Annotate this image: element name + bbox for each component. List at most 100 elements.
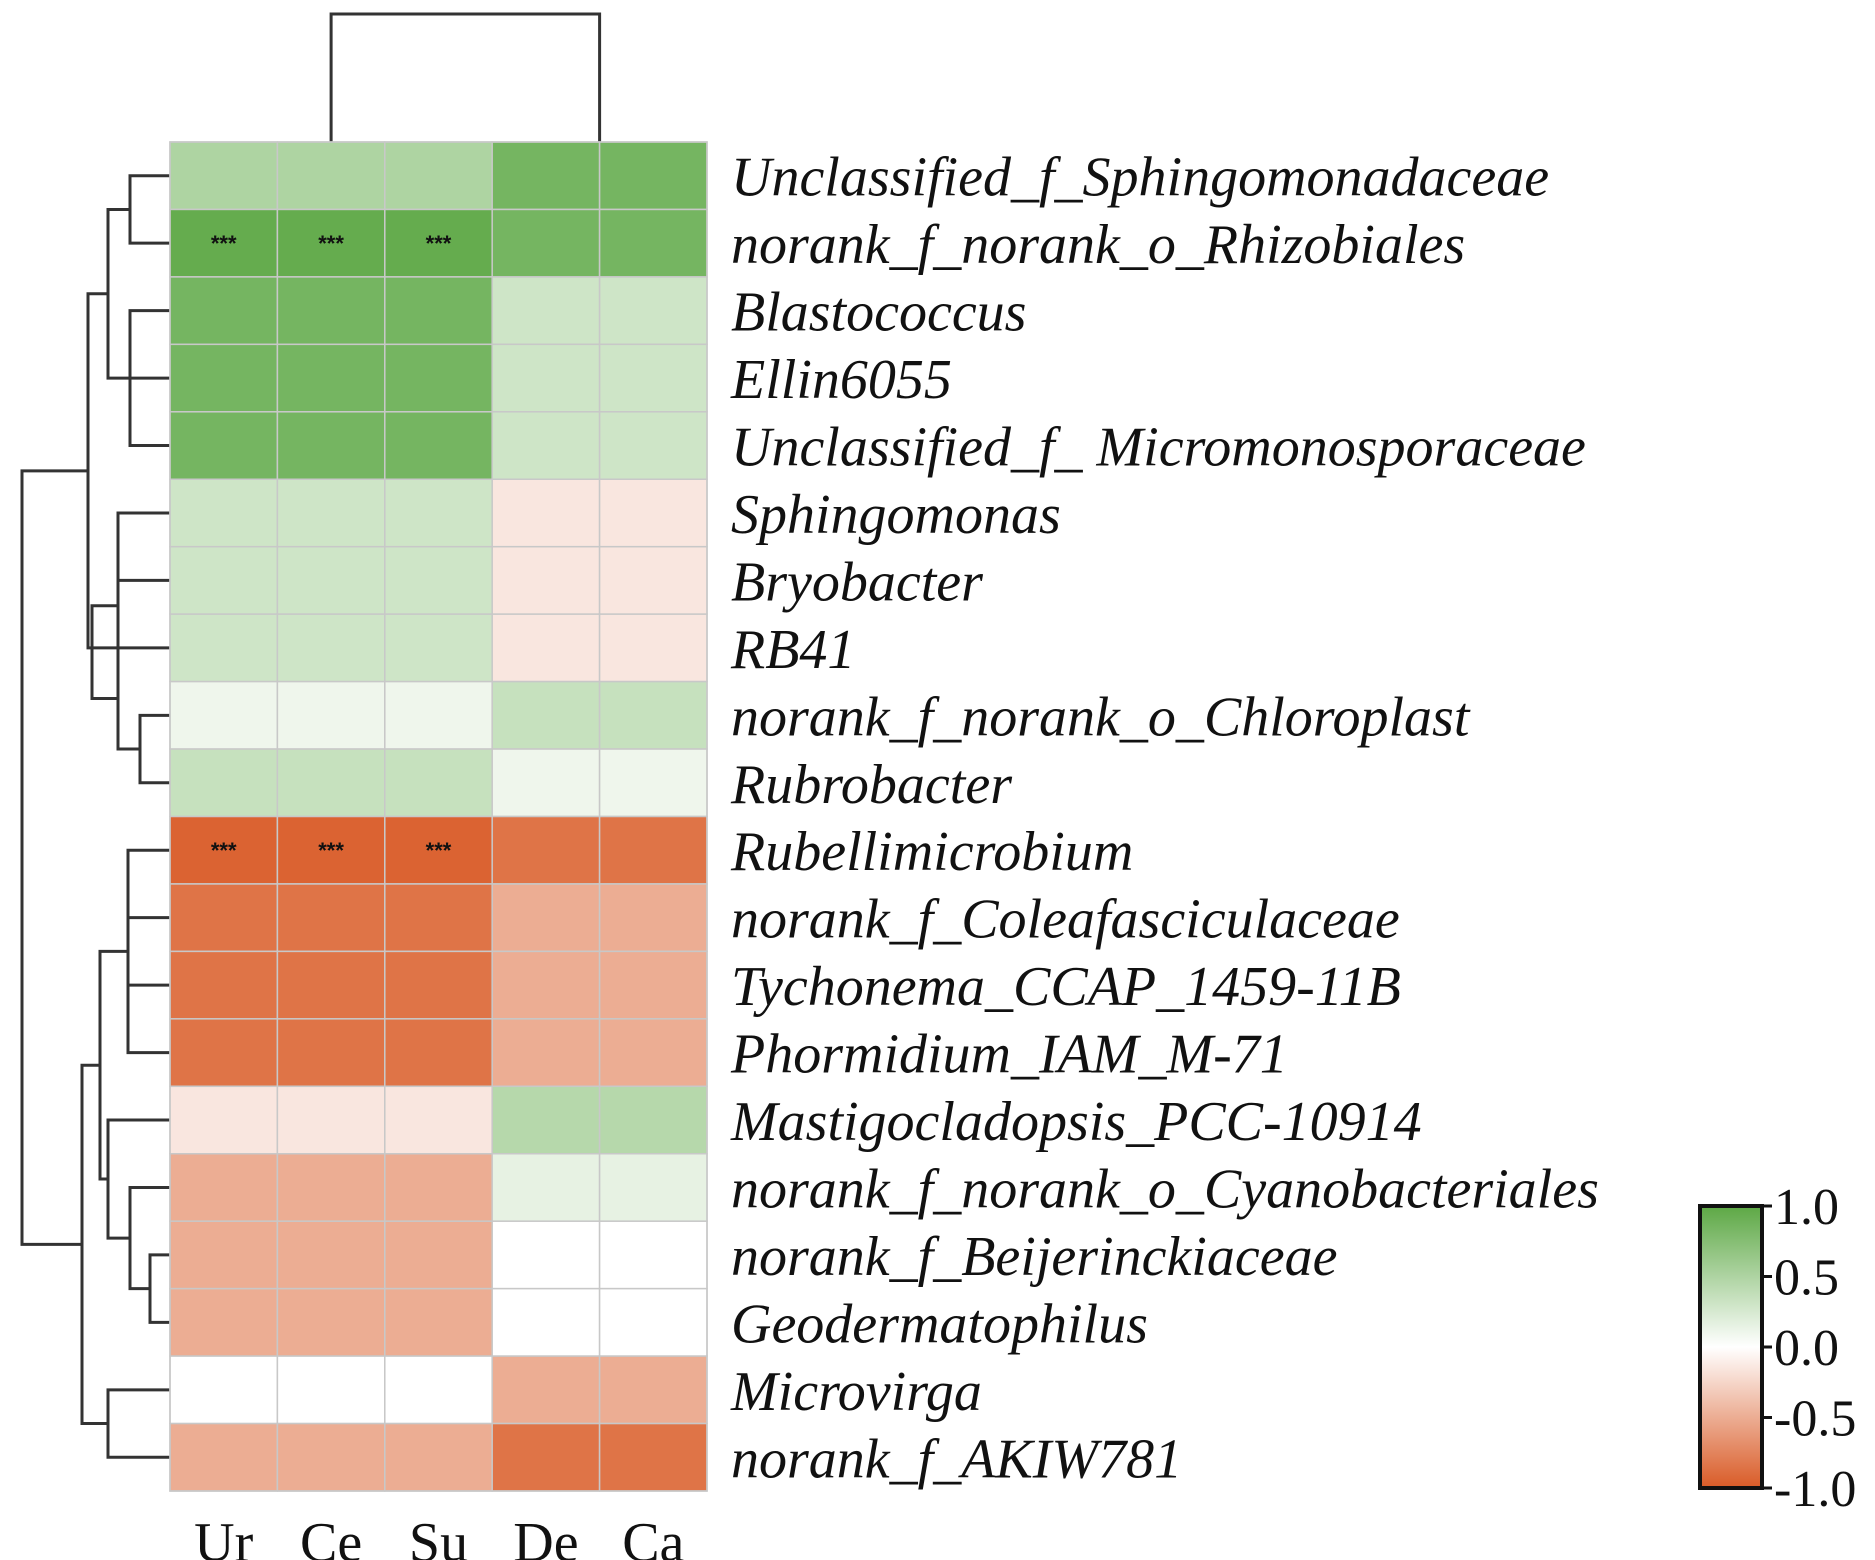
- heatmap-cell: [384, 680, 493, 750]
- heatmap-cell: [384, 478, 493, 548]
- row-dendrogram-branch: [138, 713, 170, 785]
- heatmap-cell: [384, 613, 493, 683]
- heatmap-cell: [276, 883, 386, 953]
- row-dendrogram-branch: [148, 1253, 170, 1324]
- row-dendrogram-branch: [106, 1118, 170, 1240]
- row-dendrogram-branch: [128, 174, 170, 245]
- heatmap-cell: [276, 1085, 386, 1155]
- heatmap-cell: [276, 815, 386, 885]
- row-label: norank_f_norank_o_Cyanobacteriales: [731, 1158, 1599, 1220]
- heatmap-cell: [491, 883, 601, 953]
- row-label: Microvirga: [730, 1361, 982, 1423]
- heatmap-cell: [384, 1422, 493, 1492]
- heatmap-cell: [491, 1018, 601, 1088]
- heatmap-cell: [598, 276, 708, 346]
- heatmap-cell: [491, 1287, 601, 1357]
- column-label: De: [513, 1512, 578, 1560]
- heatmap-cell: [598, 1085, 708, 1155]
- heatmap-cell: [491, 411, 601, 480]
- heatmap-cell: [169, 545, 279, 615]
- heatmap-cells: [169, 141, 708, 1492]
- heatmap-cell: [276, 1422, 386, 1492]
- colorbar-tick-label: -0.5: [1774, 1391, 1856, 1448]
- heatmap-cell: [491, 680, 601, 750]
- heatmap-cell: [276, 478, 386, 548]
- heatmap-cell: [598, 950, 708, 1020]
- heatmap-cell: [598, 680, 708, 750]
- heatmap-cell: [276, 1018, 386, 1088]
- heatmap-cell: [169, 1153, 279, 1222]
- row-label: Unclassified_f_Sphingomonadaceae: [731, 147, 1549, 209]
- column-label: Su: [409, 1512, 468, 1560]
- heatmap-cell: [276, 276, 386, 346]
- heatmap-cell: [276, 613, 386, 683]
- heatmap-cell: [491, 343, 601, 413]
- row-label: norank_f_norank_o_Rhizobiales: [731, 214, 1465, 276]
- colorbar-gradient: [1698, 1204, 1764, 1490]
- heatmap-cell: [169, 141, 279, 211]
- row-label: Geodermatophilus: [731, 1293, 1148, 1355]
- heatmap-cell: [169, 1422, 279, 1492]
- heatmap-cell: [384, 1220, 493, 1290]
- row-dendrogram-branch: [90, 604, 118, 700]
- column-dendrogram-branch: [329, 12, 602, 142]
- heatmap-cell: [169, 343, 279, 413]
- heatmap-cell: [491, 1085, 601, 1155]
- row-label: norank_f_Beijerinckiaceae: [731, 1226, 1337, 1288]
- heatmap-cell: [384, 1153, 493, 1222]
- heatmap-cell: [384, 343, 493, 413]
- heatmap-cell: [598, 1153, 708, 1222]
- heatmap-cell: [598, 208, 708, 278]
- colorbar-tick-label: 1.0: [1774, 1179, 1839, 1236]
- colorbar-tick-label: -1.0: [1774, 1461, 1856, 1518]
- row-label: norank_f_Coleafasciculaceae: [731, 889, 1400, 951]
- row-label: Blastococcus: [731, 282, 1026, 344]
- row-label: RB41: [730, 619, 855, 681]
- column-labels: Ur Ce Su De Ca: [194, 1512, 684, 1560]
- heatmap-cell: [491, 478, 601, 548]
- heatmap-cell: [169, 1085, 279, 1155]
- heatmap-cell: [598, 1422, 708, 1492]
- row-dendrogram-branch: [20, 469, 88, 1246]
- heatmap-cell: [169, 613, 279, 683]
- row-label: Ellin6055: [730, 349, 952, 411]
- heatmap-cell: [169, 478, 279, 548]
- heatmap-cell: [598, 411, 708, 480]
- heatmap-cell: [598, 883, 708, 953]
- heatmap-cell: [276, 411, 386, 480]
- row-label: Rubrobacter: [730, 754, 1012, 816]
- significance-mark: ***: [211, 231, 237, 256]
- row-label: Tychonema_CCAP_1459-11B: [731, 956, 1401, 1018]
- heatmap-cell: [598, 1018, 708, 1088]
- heatmap-cell: [598, 815, 708, 885]
- heatmap-cell: [598, 1220, 708, 1290]
- heatmap-cell: [276, 680, 386, 750]
- row-label: Unclassified_f_ Micromonosporaceae: [731, 417, 1586, 479]
- heatmap-cell: [384, 748, 493, 818]
- row-label: Sphingomonas: [731, 484, 1061, 546]
- column-label: Ur: [194, 1512, 253, 1560]
- heatmap-cell: [598, 141, 708, 211]
- heatmap-cell: [384, 411, 493, 480]
- column-label: Ca: [622, 1512, 684, 1560]
- heatmap-cell: [491, 545, 601, 615]
- heatmap-cell: [491, 276, 601, 346]
- row-label: norank_f_norank_o_Chloroplast: [731, 686, 1471, 748]
- heatmap-cell: [598, 613, 708, 683]
- row-label: Bryobacter: [731, 551, 983, 613]
- significance-marks: *** *** *** *** *** ***: [211, 231, 452, 863]
- heatmap-border: [169, 141, 708, 1492]
- heatmap-cell: [491, 141, 601, 211]
- heatmap-cell: [491, 1220, 601, 1290]
- heatmap-cell: [491, 1422, 601, 1492]
- heatmap-cell: [491, 950, 601, 1020]
- column-label: Ce: [300, 1512, 362, 1560]
- colorbar-tick-label: 0.5: [1774, 1250, 1839, 1307]
- heatmap-cell: [384, 950, 493, 1020]
- heatmap-cell: [169, 680, 279, 750]
- heatmap-cell: [491, 1355, 601, 1425]
- heatmap-cell: [598, 1287, 708, 1357]
- heatmap-cell: [384, 276, 493, 346]
- row-dendrogram-branch: [126, 848, 170, 1055]
- heatmap-cell: [384, 545, 493, 615]
